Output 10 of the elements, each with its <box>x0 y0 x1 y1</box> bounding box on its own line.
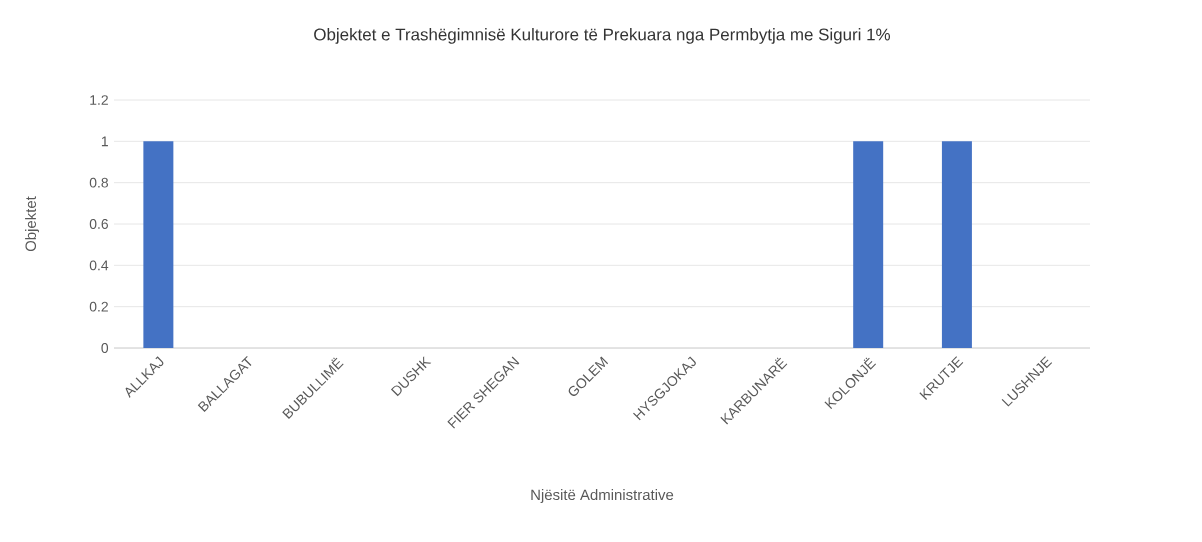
y-tick-label: 0.6 <box>89 219 108 229</box>
y-tick-label: 1.2 <box>90 95 108 105</box>
y-tick-label: 0.2 <box>89 301 108 312</box>
y-tick-label: 0.8 <box>89 177 109 188</box>
x-axis-title: Njësitë Administrative <box>531 489 674 504</box>
y-axis-title: Objektet <box>25 196 39 252</box>
chart-title: Objektet e Trashëgimnisë Kulturore të Prekuara nga Permbytja me Siguri 1% <box>314 28 891 44</box>
y-tick-label: 0 <box>101 343 109 353</box>
y-tick-label: 1 <box>101 136 108 147</box>
y-tick-label: 0.4 <box>89 260 109 271</box>
